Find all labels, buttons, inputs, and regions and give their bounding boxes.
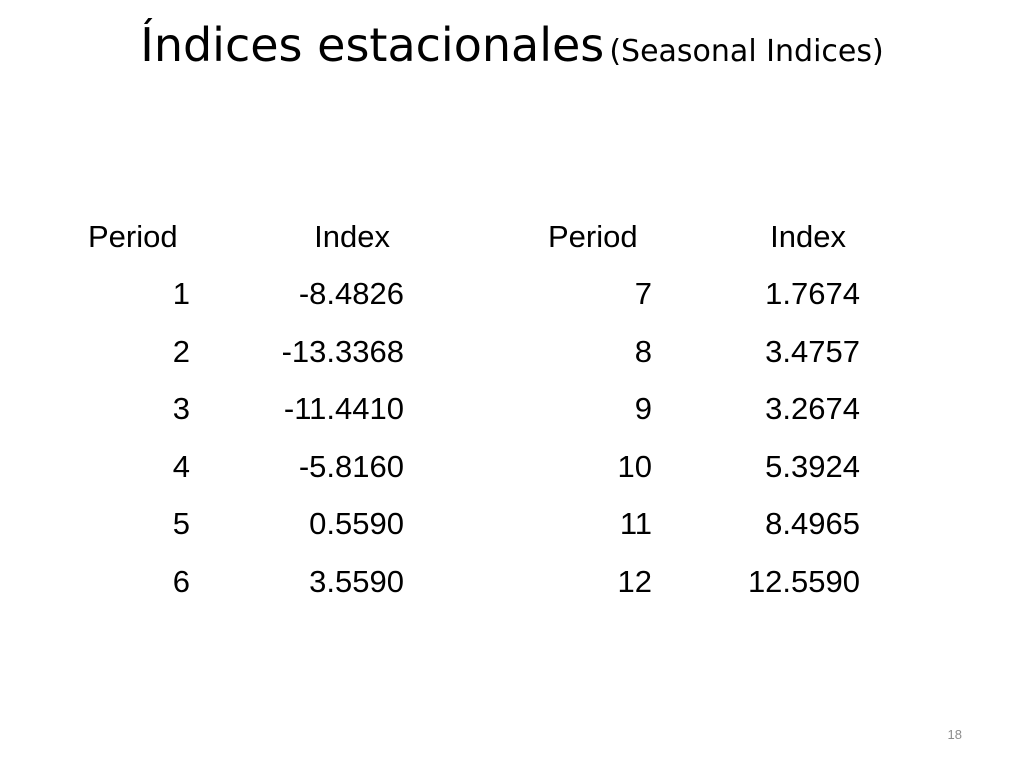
table-row: 10 5.3924 — [548, 438, 860, 496]
table-header-row: Period Index — [548, 208, 860, 266]
slide-title: Índices estacionales (Seasonal Indices) — [0, 18, 1024, 73]
table-row: 7 1.7674 — [548, 266, 860, 324]
period-cell: 2 — [172, 333, 190, 369]
index-cell: 3.2674 — [765, 391, 860, 427]
header-index: Index — [314, 218, 390, 254]
index-cell: -11.4410 — [283, 391, 404, 427]
table-row: 9 3.2674 — [548, 381, 860, 439]
period-cell: 10 — [617, 448, 652, 484]
index-cell: 8.4965 — [765, 506, 860, 542]
period-cell: 11 — [619, 506, 652, 542]
seasonal-index-table-right: Period Index 7 1.7674 8 3.4757 9 3.2674 … — [548, 208, 860, 611]
index-cell: 3.4757 — [765, 333, 860, 369]
index-cell: -13.3368 — [281, 333, 404, 369]
index-cell: 5.3924 — [765, 448, 860, 484]
period-cell: 1 — [172, 276, 190, 312]
header-period: Period — [548, 218, 638, 254]
index-cell: -8.4826 — [298, 276, 404, 312]
index-cell: 0.5590 — [309, 506, 404, 542]
header-period: Period — [88, 218, 178, 254]
header-index: Index — [770, 218, 846, 254]
table-row: 12 12.5590 — [548, 553, 860, 611]
period-cell: 8 — [634, 333, 652, 369]
table-row: 5 0.5590 — [88, 496, 404, 554]
title-subtitle: (Seasonal Indices) — [609, 34, 884, 69]
table-row: 3 -11.4410 — [88, 381, 404, 439]
period-cell: 4 — [172, 448, 190, 484]
seasonal-index-table-left: Period Index 1 -8.4826 2 -13.3368 3 -11.… — [88, 208, 404, 611]
index-cell: -5.8160 — [298, 448, 404, 484]
table-row: 4 -5.8160 — [88, 438, 404, 496]
title-main: Índices estacionales — [140, 18, 605, 72]
period-cell: 6 — [172, 563, 190, 599]
table-row: 6 3.5590 — [88, 553, 404, 611]
table-row: 1 -8.4826 — [88, 266, 404, 324]
page-number: 18 — [947, 727, 962, 742]
period-cell: 7 — [634, 276, 652, 312]
period-cell: 5 — [172, 506, 190, 542]
table-row: 11 8.4965 — [548, 496, 860, 554]
index-cell: 1.7674 — [765, 276, 860, 312]
table-row: 8 3.4757 — [548, 323, 860, 381]
index-cell: 3.5590 — [309, 563, 404, 599]
table-row: 2 -13.3368 — [88, 323, 404, 381]
period-cell: 3 — [172, 391, 190, 427]
period-cell: 9 — [634, 391, 652, 427]
index-cell: 12.5590 — [747, 563, 860, 599]
table-header-row: Period Index — [88, 208, 404, 266]
period-cell: 12 — [617, 563, 652, 599]
